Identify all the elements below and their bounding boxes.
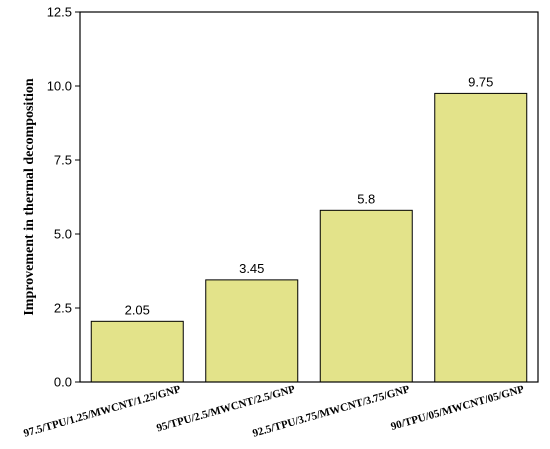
bar [319, 209, 413, 383]
y-tick-label: 10.0 [47, 79, 72, 94]
y-tick-label: 2.5 [54, 301, 72, 316]
y-tick-label: 7.5 [54, 153, 72, 168]
y-axis-title: Improvement in thermal decomposition [22, 78, 37, 316]
y-axis-ticks: 0.0 2.5 5.0 7.5 10.0 12.5 [47, 5, 80, 390]
category-labels-group: 97.5/TPU/1.25/MWCNT/1.25/GNP95/TPU/2.5/M… [22, 383, 526, 440]
bar [90, 320, 184, 383]
x-category-label: 90/TPU/05/MWCNT/05/GNP [390, 383, 526, 433]
bar [205, 279, 299, 383]
y-tick-label: 0.0 [54, 375, 72, 390]
bar-value-label: 9.75 [468, 74, 493, 89]
bars-group [90, 92, 528, 383]
bar-value-label: 2.05 [125, 302, 150, 317]
bar [434, 92, 528, 383]
y-tick-label: 5.0 [54, 227, 72, 242]
bar-value-label: 3.45 [239, 261, 264, 276]
plot-frame [79, 11, 539, 383]
value-labels-group: 2.05 3.45 5.8 9.75 [125, 74, 494, 317]
bar-value-label: 5.8 [357, 191, 375, 206]
y-tick-label: 12.5 [47, 5, 72, 20]
